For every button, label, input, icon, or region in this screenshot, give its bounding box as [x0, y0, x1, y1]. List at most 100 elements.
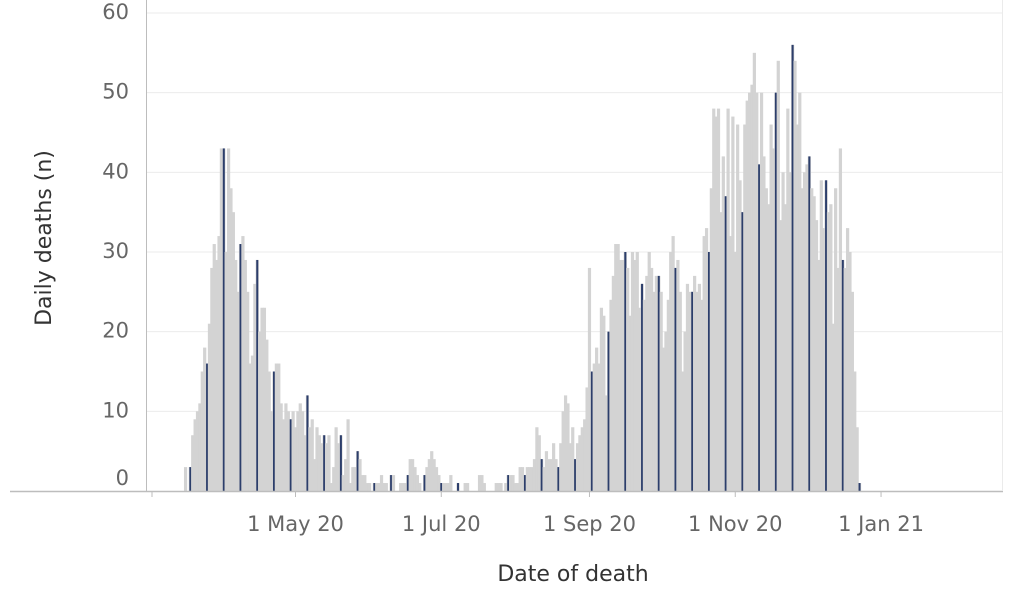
bar: [779, 220, 783, 491]
bar: [183, 467, 188, 491]
bar: [217, 236, 221, 491]
bar: [286, 411, 290, 491]
bar: [616, 244, 620, 491]
bar: [344, 459, 348, 491]
bar: [226, 148, 231, 491]
bar-highlight: [841, 259, 844, 491]
bar: [628, 315, 632, 491]
bar: [229, 188, 233, 491]
bar-highlight: [607, 331, 610, 491]
bar: [788, 172, 792, 492]
bar: [817, 259, 821, 491]
bar: [810, 188, 814, 491]
bar-highlight: [741, 212, 744, 491]
x-axis-title: Date of death: [497, 562, 648, 587]
bar: [494, 483, 498, 491]
bar: [341, 475, 345, 491]
bar: [293, 427, 298, 491]
bar: [530, 467, 534, 491]
bar: [650, 267, 654, 491]
bar-highlight: [540, 459, 543, 491]
y-tick-label: 40: [102, 159, 129, 183]
bar: [324, 443, 329, 491]
bar: [224, 252, 228, 491]
bar: [685, 283, 690, 491]
bar: [575, 443, 580, 491]
y-tick-label: 0: [116, 466, 129, 490]
bar: [638, 307, 642, 491]
bar: [415, 475, 419, 491]
bar: [602, 315, 606, 491]
bar: [776, 60, 780, 492]
bar-highlight: [758, 164, 761, 491]
bar: [379, 475, 384, 491]
bar: [298, 403, 302, 491]
x-tick-label: 1 Nov 20: [688, 512, 782, 536]
bar: [236, 291, 240, 491]
bar: [829, 204, 833, 491]
bar: [537, 435, 541, 491]
bar: [281, 419, 286, 491]
bar: [853, 371, 857, 491]
bar: [647, 252, 651, 491]
bar-highlight: [323, 435, 326, 491]
bar: [630, 252, 635, 491]
bar: [728, 236, 733, 491]
bar: [592, 363, 596, 491]
bar: [258, 331, 262, 491]
bar: [583, 419, 587, 491]
bar: [346, 419, 350, 491]
bar-highlight: [557, 467, 560, 491]
bar: [509, 475, 513, 491]
bar: [664, 331, 668, 491]
bar-highlight: [774, 92, 777, 492]
bar: [618, 259, 623, 491]
bar: [270, 411, 274, 491]
bar: [317, 435, 321, 491]
bar: [826, 212, 831, 491]
bar: [750, 84, 754, 491]
bar: [327, 435, 331, 491]
bar: [195, 411, 200, 491]
bar: [511, 475, 515, 491]
bar: [358, 459, 362, 491]
bar: [736, 124, 740, 492]
bar: [329, 483, 333, 491]
bar: [367, 483, 372, 491]
bar: [320, 443, 324, 491]
bar: [198, 403, 202, 491]
bar: [310, 419, 314, 491]
bar: [762, 156, 766, 491]
bar: [771, 148, 776, 491]
bar: [207, 323, 212, 491]
bar: [714, 116, 718, 492]
bar: [552, 443, 556, 491]
bar: [738, 180, 742, 492]
bar-highlight: [707, 252, 710, 491]
bar: [480, 475, 484, 491]
bar: [212, 244, 216, 491]
bar: [578, 435, 582, 491]
bar-highlight: [423, 475, 426, 491]
bar-highlight: [373, 483, 376, 491]
bar: [336, 443, 341, 491]
bar: [246, 291, 250, 491]
bar: [193, 419, 197, 491]
bar: [262, 307, 267, 491]
bar-highlight: [222, 148, 225, 491]
bar: [497, 483, 501, 491]
bar-highlight: [189, 467, 192, 491]
bar: [783, 204, 788, 491]
bar: [191, 435, 195, 491]
bar: [418, 483, 422, 491]
bar: [411, 459, 415, 491]
bar: [568, 443, 572, 491]
bar: [265, 339, 269, 491]
gridlines: [147, 12, 1003, 412]
bar-highlight: [641, 283, 644, 491]
bar: [499, 483, 503, 491]
y-axis-title: Daily deaths (n): [32, 150, 57, 326]
bar: [332, 467, 336, 491]
bar: [425, 467, 429, 491]
bar: [712, 108, 716, 491]
